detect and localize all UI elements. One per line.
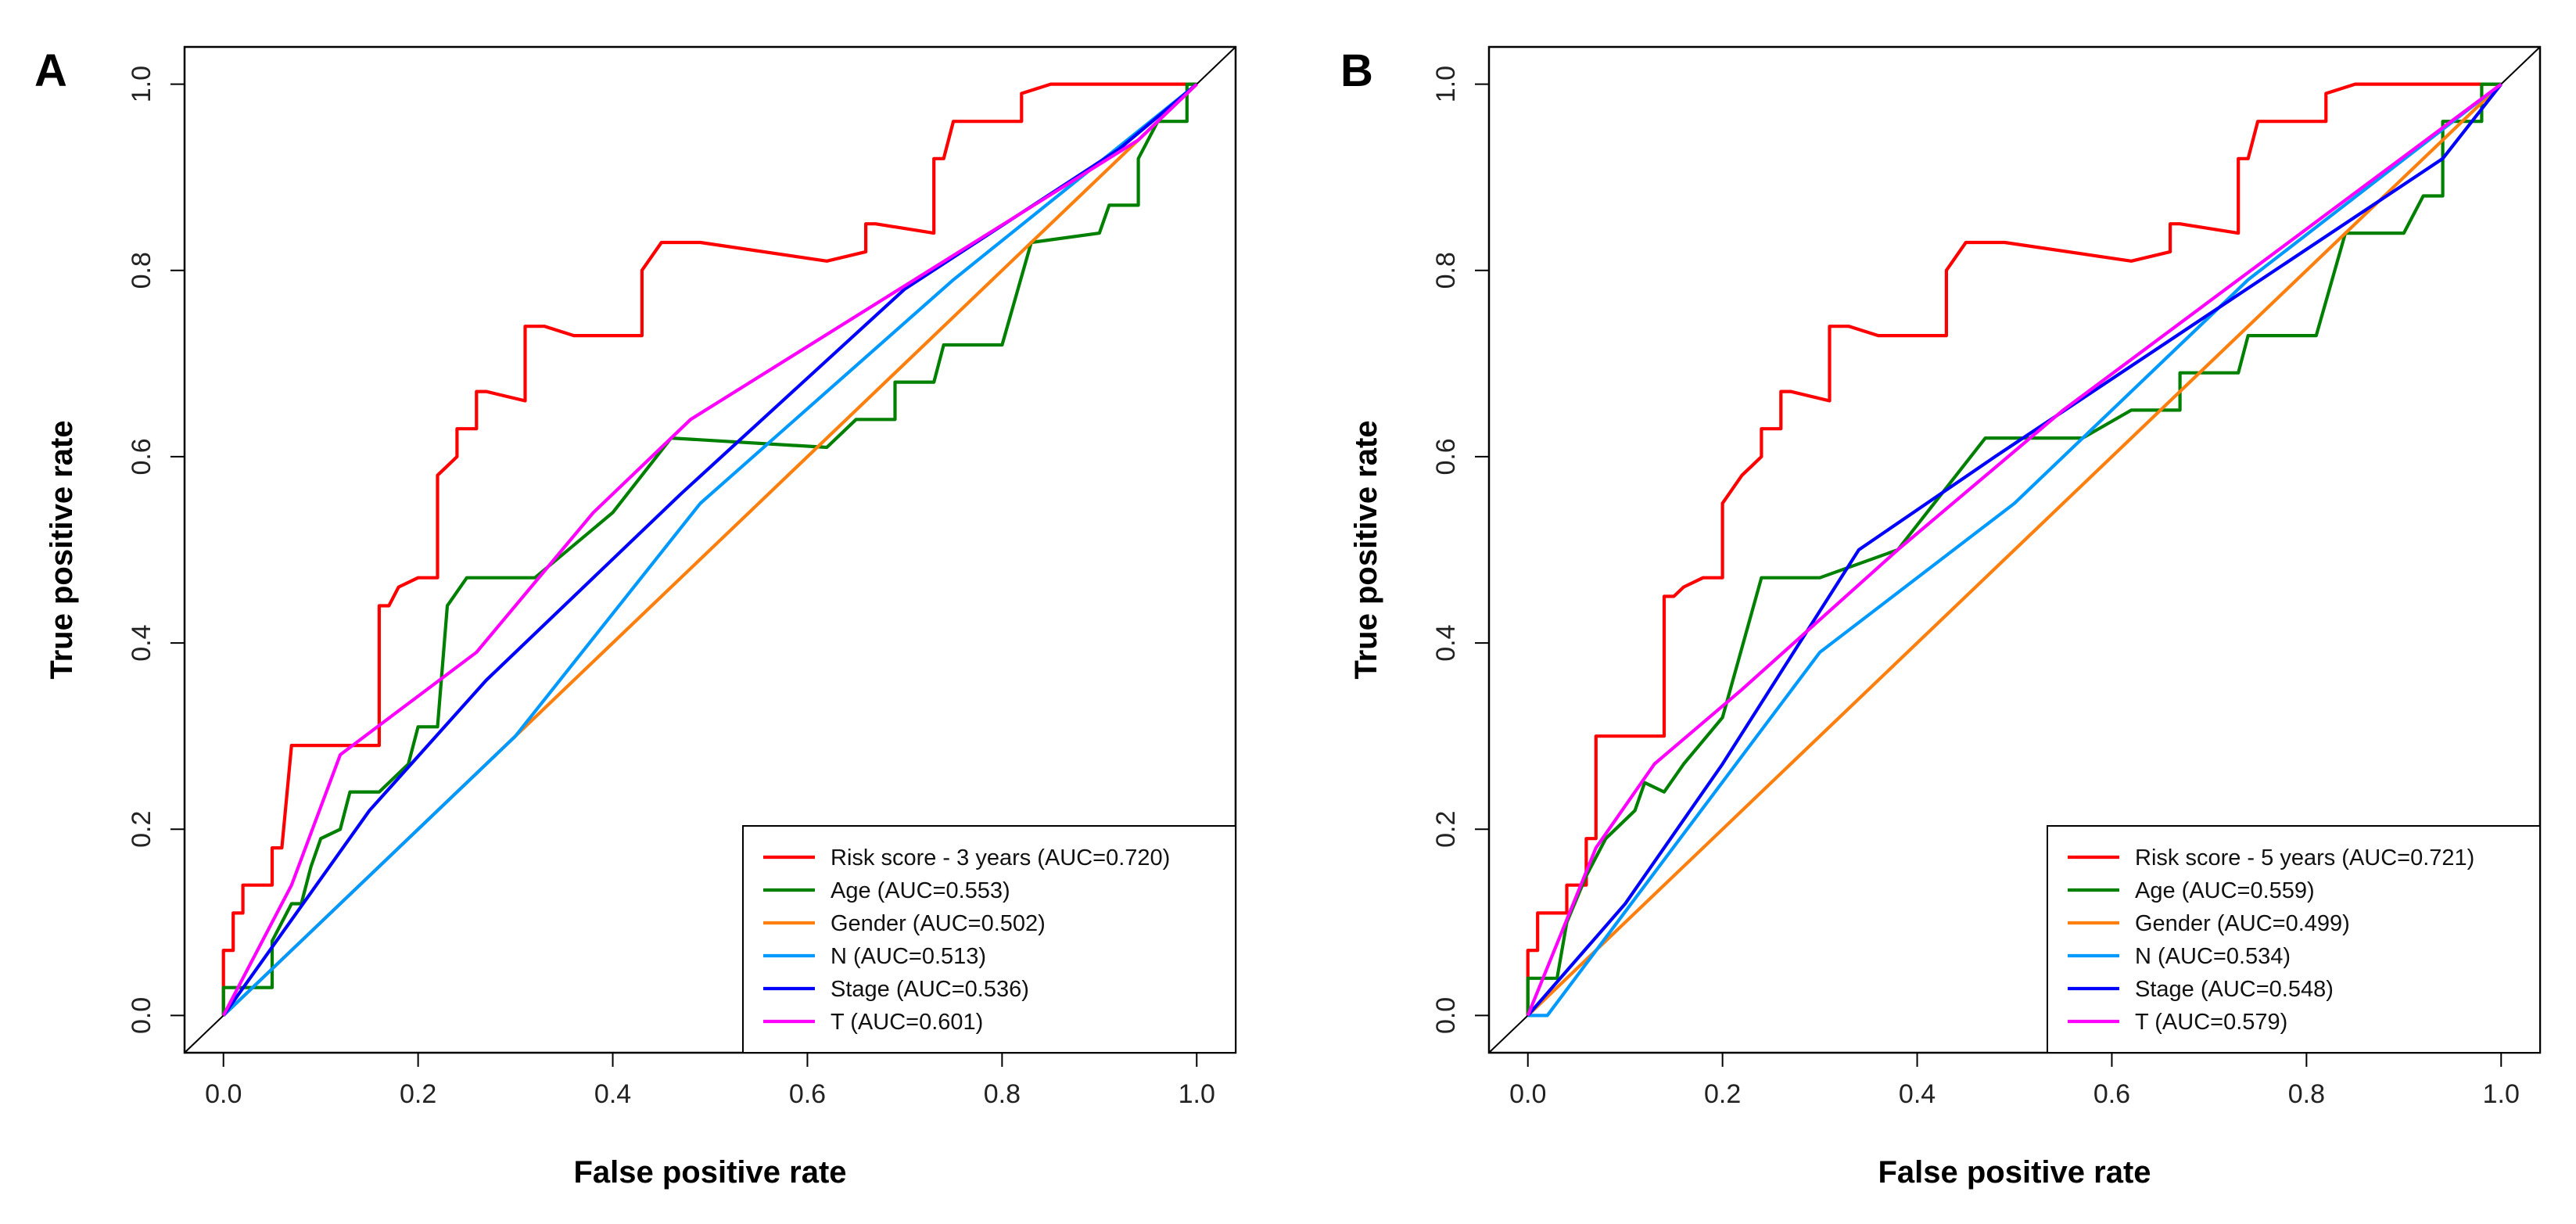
legend-label: Stage (AUC=0.536) <box>831 977 1029 1002</box>
legend-label: N (AUC=0.513) <box>831 944 986 969</box>
legend-label: Age (AUC=0.559) <box>2135 878 2315 903</box>
roc-curve-series <box>1527 82 2502 1018</box>
x-tick-label: 0.2 <box>400 1079 436 1109</box>
legend-label: Gender (AUC=0.502) <box>831 911 1046 936</box>
y-tick-label: 0.8 <box>1431 252 1461 289</box>
x-axis-label: False positive rate <box>1878 1155 2151 1190</box>
roc-curve-series <box>221 82 1197 1016</box>
y-tick-label: 0.6 <box>127 438 156 475</box>
legend-box <box>742 825 1236 1054</box>
x-tick-label: 0.4 <box>594 1079 631 1109</box>
x-tick-label: 1.0 <box>2483 1079 2520 1109</box>
x-tick-label: 0.0 <box>205 1079 242 1109</box>
legend-label: Gender (AUC=0.499) <box>2135 911 2350 936</box>
x-tick-label: 0.2 <box>1704 1079 1741 1109</box>
y-axis-label: True positive rate <box>45 420 79 679</box>
roc-curve-series <box>1527 83 2502 1017</box>
y-tick-label: 0.6 <box>1431 438 1461 475</box>
y-tick-label: 0.0 <box>1431 997 1461 1034</box>
roc-curve-series <box>222 82 1198 1017</box>
x-tick-label: 1.0 <box>1179 1079 1215 1109</box>
panel-letter-a: A <box>34 45 67 96</box>
y-tick-label: 0.4 <box>127 624 156 661</box>
y-tick-label: 0.0 <box>127 997 156 1034</box>
legend-label: Risk score - 5 years (AUC=0.721) <box>2135 845 2474 870</box>
legend-label: Age (AUC=0.553) <box>831 878 1010 903</box>
legend-label: Stage (AUC=0.548) <box>2135 977 2334 1002</box>
x-tick-label: 0.6 <box>2093 1079 2130 1109</box>
legend-box <box>2047 825 2541 1054</box>
roc-curve-series <box>221 83 1198 1017</box>
x-tick-label: 0.6 <box>789 1079 826 1109</box>
roc-curve-series <box>1526 82 2502 1016</box>
roc-panel-a: 0.0 0.2 0.4 0.6 0.8 1.0 0.0 0.2 0.4 0.6 0.8 1.0 Fals… <box>45 45 1237 1190</box>
x-tick-label: 0.8 <box>2288 1079 2325 1109</box>
x-tick-label: 0.0 <box>1509 1079 1546 1109</box>
x-tick-label: 0.8 <box>984 1079 1021 1109</box>
y-axis-label: True positive rate <box>1349 420 1383 679</box>
legend-label: T (AUC=0.601) <box>831 1010 983 1035</box>
y-tick-label: 0.8 <box>127 252 156 289</box>
x-tick-label: 0.4 <box>1899 1079 1936 1109</box>
panel-letter-b: B <box>1340 45 1373 96</box>
y-tick-label: 1.0 <box>1431 66 1461 102</box>
roc-curve-series <box>221 82 1198 1017</box>
legend-label: T (AUC=0.579) <box>2135 1010 2287 1035</box>
roc-curve-series <box>1526 82 2502 1016</box>
y-tick-label: 0.4 <box>1431 624 1461 661</box>
y-tick-label: 0.2 <box>127 811 156 848</box>
legend-label: Risk score - 3 years (AUC=0.720) <box>831 845 1170 870</box>
roc-curve-series <box>1527 83 2502 1017</box>
y-tick-label: 1.0 <box>127 66 156 102</box>
roc-curve-series <box>1526 82 2502 1017</box>
roc-panel-b: 0.0 0.2 0.4 0.6 0.8 1.0 0.0 0.2 0.4 0.6 0.8 1.0 Fals… <box>1349 45 2542 1190</box>
x-axis-label: False positive rate <box>573 1155 846 1190</box>
legend-label: N (AUC=0.534) <box>2135 944 2291 969</box>
roc-curve-series <box>221 82 1197 1016</box>
y-tick-label: 0.2 <box>1431 811 1461 848</box>
